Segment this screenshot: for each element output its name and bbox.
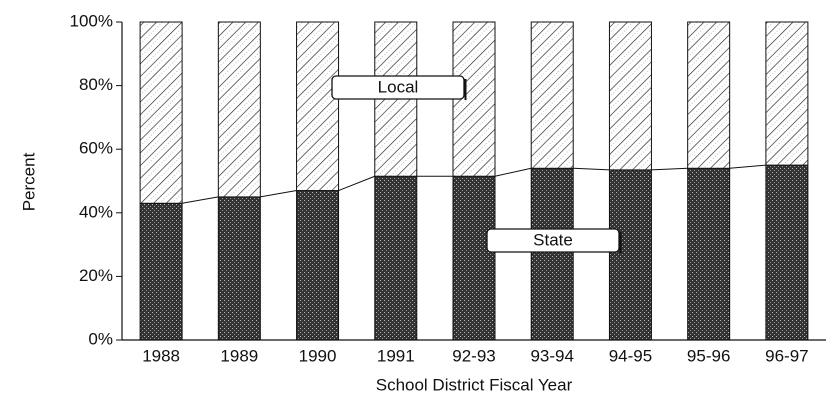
bar-segment bbox=[217, 21, 261, 198]
y-tick-label: 40% bbox=[79, 202, 113, 221]
series-label-box bbox=[486, 228, 620, 253]
bar-segment bbox=[530, 167, 574, 341]
bar-segment bbox=[296, 21, 340, 192]
series-connector bbox=[182, 196, 219, 204]
x-tick-label: 1991 bbox=[377, 346, 415, 365]
series-label: State bbox=[533, 230, 573, 249]
bar-segment bbox=[608, 169, 652, 341]
series-connector bbox=[338, 175, 375, 192]
bar-segment bbox=[765, 21, 809, 166]
bar-segment bbox=[374, 175, 418, 341]
series-connector bbox=[729, 164, 766, 169]
y-tick-label: 20% bbox=[79, 266, 113, 285]
bar-segment bbox=[530, 21, 574, 169]
y-tick-label: 0% bbox=[88, 329, 113, 348]
y-axis-label: Percent bbox=[19, 152, 38, 211]
x-tick-label: 94-95 bbox=[609, 346, 652, 365]
series-connector bbox=[573, 167, 610, 171]
bar-segment bbox=[139, 21, 183, 204]
series-label: Local bbox=[378, 77, 419, 96]
series-label-box bbox=[331, 75, 465, 100]
bar-segment bbox=[217, 196, 261, 341]
x-tick-label: 95-96 bbox=[687, 346, 730, 365]
series-connector bbox=[651, 167, 688, 171]
x-axis-label: School District Fiscal Year bbox=[376, 375, 573, 394]
x-tick-label: 92-93 bbox=[452, 346, 495, 365]
x-tick-label: 96-97 bbox=[765, 346, 808, 365]
bar-segment bbox=[687, 21, 731, 169]
x-tick-label: 1989 bbox=[220, 346, 258, 365]
x-tick-label: 1988 bbox=[142, 346, 180, 365]
bar-segment bbox=[765, 164, 809, 341]
x-tick-label: 93-94 bbox=[530, 346, 573, 365]
bar-segment bbox=[608, 21, 652, 171]
y-tick-label: 100% bbox=[70, 11, 113, 30]
bar-segment bbox=[687, 167, 731, 341]
bar-segment bbox=[139, 202, 183, 341]
y-tick-label: 60% bbox=[79, 139, 113, 158]
bar-segment bbox=[452, 175, 496, 341]
x-tick-label: 1990 bbox=[299, 346, 337, 365]
series-connector bbox=[260, 190, 297, 198]
y-tick-label: 80% bbox=[79, 75, 113, 94]
series-connector bbox=[494, 167, 532, 177]
bar-segment bbox=[296, 190, 340, 341]
